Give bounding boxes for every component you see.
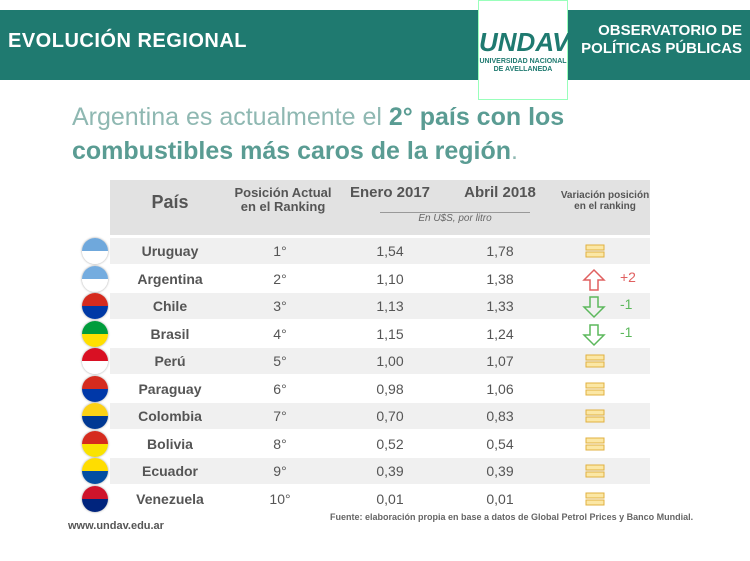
- price-apr-2018: 0,83: [486, 408, 514, 424]
- equal-icon: [585, 464, 605, 478]
- position: 6°: [273, 380, 287, 397]
- flag: [82, 485, 108, 512]
- position: 5°: [273, 353, 287, 369]
- column-header: Abril 2018: [464, 184, 536, 201]
- price-jan-2017: 0,98: [376, 380, 404, 397]
- price-jan-2017: 0,70: [376, 408, 404, 424]
- column-header: Posición Actual en el Ranking: [234, 185, 332, 214]
- title-lead: Argentina es actualmente el: [72, 103, 389, 131]
- slide-title: Argentina es actualmente el 2° país con …: [72, 100, 672, 168]
- price-jan-2017: 0,39: [376, 463, 404, 479]
- source-note: Fuente: elaboración propia en base a dat…: [330, 512, 694, 522]
- position: 7°: [273, 408, 287, 424]
- no-change-icon: [585, 244, 605, 258]
- column-header: País: [151, 192, 189, 212]
- price-apr-2018: 1,33: [486, 298, 514, 314]
- price-apr-2018: 1,78: [486, 243, 514, 259]
- logo-text: UNIVERSIDAD NACIONAL DE AVELLANEDA: [479, 58, 567, 73]
- variation: -1: [620, 296, 633, 312]
- country: Venezuela: [136, 490, 204, 507]
- arrow-icon: [582, 323, 606, 346]
- logo: UNDAV UNIVERSIDAD NACIONAL DE AVELLANEDA: [478, 0, 570, 100]
- variation-arrow: [582, 323, 606, 347]
- position: 9°: [273, 463, 287, 479]
- website: www.undav.edu.ar: [68, 520, 164, 532]
- country: Brasil: [150, 325, 190, 342]
- flag: [82, 265, 108, 292]
- variation-arrow: [582, 295, 606, 319]
- flag: [82, 238, 108, 264]
- section-title: EVOLUCIÓN REGIONAL: [8, 30, 248, 52]
- column-header: Variación posición en el ranking: [560, 190, 650, 212]
- row-background: [110, 293, 650, 319]
- flag: [82, 348, 108, 374]
- variation-arrow: [582, 268, 606, 292]
- price-jan-2017: 0,52: [376, 435, 404, 452]
- flag: [82, 430, 108, 457]
- no-change-icon: [585, 409, 605, 423]
- position: 8°: [273, 435, 287, 452]
- variation: +2: [620, 268, 636, 285]
- column-header: Enero 2017: [349, 184, 431, 201]
- variation: -1: [620, 323, 633, 340]
- price-jan-2017: 1,13: [376, 298, 404, 314]
- price-apr-2018: 1,07: [486, 353, 514, 369]
- country: Argentina: [137, 270, 203, 287]
- no-change-icon: [585, 437, 605, 451]
- country: Uruguay: [141, 243, 199, 259]
- row-background: [110, 348, 650, 374]
- equal-icon: [585, 244, 605, 258]
- flag: [82, 403, 108, 429]
- country: Chile: [152, 298, 188, 314]
- row-background: [110, 458, 650, 484]
- price-jan-2017: 1,10: [376, 270, 404, 287]
- no-change-icon: [585, 492, 605, 506]
- equal-icon: [585, 492, 605, 505]
- price-apr-2018: 0,54: [486, 435, 514, 452]
- country: Perú: [154, 353, 186, 369]
- price-apr-2018: 0,39: [486, 463, 514, 479]
- price-apr-2018: 1,38: [486, 270, 514, 287]
- equal-icon: [585, 382, 605, 395]
- flag: [82, 458, 108, 484]
- price-apr-2018: 0,01: [486, 490, 514, 507]
- observatory-name: OBSERVATORIO DE POLÍTICAS PÚBLICAS: [581, 22, 742, 57]
- unit-label: En U$S, por litro: [380, 212, 530, 224]
- price-apr-2018: 1,24: [486, 325, 514, 342]
- position: 3°: [273, 298, 287, 314]
- row-background: [110, 403, 650, 429]
- row-background: [110, 238, 650, 264]
- header-bar: [0, 10, 750, 80]
- price-jan-2017: 1,00: [376, 353, 404, 369]
- arrow-icon: [582, 296, 606, 319]
- arrow-icon: [582, 268, 606, 291]
- position: 4°: [273, 325, 287, 342]
- equal-icon: [585, 354, 605, 368]
- table-header: [110, 180, 650, 235]
- flag: [82, 293, 108, 319]
- flag: [82, 320, 108, 347]
- country: Ecuador: [141, 463, 198, 479]
- flag: [82, 375, 108, 402]
- position: 10°: [269, 490, 291, 507]
- price-jan-2017: 1,15: [376, 325, 404, 342]
- title-bold: 2° país con los combustibles más caros d…: [72, 103, 565, 165]
- title-end: .: [511, 137, 518, 165]
- price-apr-2018: 1,06: [486, 380, 514, 397]
- country: Bolivia: [147, 435, 193, 452]
- country: Colombia: [138, 408, 202, 424]
- position: 2°: [273, 270, 287, 287]
- country: Paraguay: [138, 380, 202, 397]
- no-change-icon: [585, 382, 605, 396]
- logo-mark: UNDAV: [479, 27, 570, 57]
- equal-icon: [585, 409, 605, 423]
- no-change-icon: [585, 354, 605, 368]
- price-jan-2017: 1,54: [376, 243, 404, 259]
- price-jan-2017: 0,01: [376, 490, 404, 507]
- position: 1°: [273, 243, 287, 259]
- no-change-icon: [585, 464, 605, 478]
- equal-icon: [585, 437, 605, 450]
